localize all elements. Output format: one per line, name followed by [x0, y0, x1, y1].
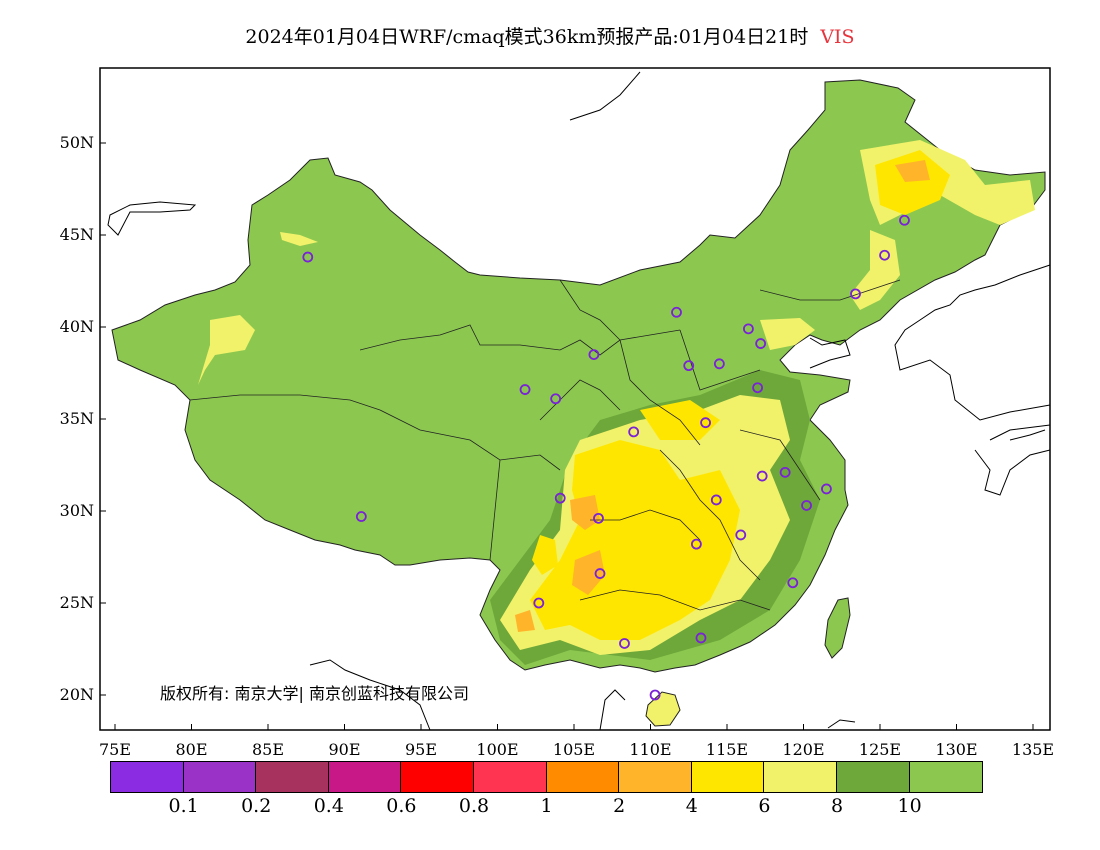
- province-boundaries: [189, 279, 901, 611]
- colorbar-swatch: [111, 762, 184, 792]
- station-marker: [302, 251, 314, 263]
- station-marker: [355, 511, 367, 522]
- station-marker: [554, 492, 566, 504]
- station-marker: [787, 577, 799, 589]
- station-marker: [671, 306, 682, 318]
- colorbar-swatch: [328, 762, 402, 792]
- lat-tick-label: 40N: [59, 317, 94, 336]
- station-markers: [302, 214, 910, 701]
- hainan-island: [645, 691, 681, 727]
- station-marker: [801, 500, 812, 511]
- colorbar-swatch: [183, 762, 257, 792]
- colorbar-swatch: [836, 762, 910, 792]
- station-marker: [519, 384, 531, 395]
- station-marker: [619, 638, 630, 649]
- variable-label: VIS: [820, 26, 855, 48]
- colorbar-swatch: [256, 762, 329, 792]
- colorbar-swatch: [546, 762, 620, 792]
- map-title: 2024年01月04日WRF/cmaq模式36km预报产品:01月04日21时 V…: [0, 22, 1100, 49]
- lat-tick-label: 45N: [59, 225, 94, 244]
- lon-tick-label: 80E: [175, 740, 208, 759]
- lat-tick-label: 25N: [59, 593, 94, 612]
- axis-ticks: [100, 142, 1034, 730]
- station-marker: [628, 426, 640, 438]
- station-marker: [594, 568, 606, 579]
- station-marker: [683, 360, 695, 372]
- station-marker: [779, 466, 791, 478]
- colorbar-label: 2: [613, 795, 626, 817]
- lon-tick-label: 120E: [782, 740, 825, 759]
- lon-tick-label: 105E: [552, 740, 596, 759]
- visibility-fields: [198, 140, 1035, 665]
- lon-tick-label: 85E: [251, 740, 285, 759]
- lon-tick-label: 125E: [858, 740, 902, 759]
- colorbar-swatch: [401, 762, 474, 792]
- station-marker: [593, 512, 604, 524]
- station-marker: [821, 483, 832, 495]
- title-text: 2024年01月04日WRF/cmaq模式36km预报产品:01月04日21时: [245, 26, 809, 48]
- station-marker: [899, 214, 910, 226]
- station-marker: [695, 632, 707, 644]
- station-marker: [533, 597, 545, 609]
- station-marker: [752, 382, 763, 394]
- station-marker: [649, 689, 661, 701]
- colorbar-swatch: [909, 762, 983, 792]
- colorbar-label: 0.2: [241, 795, 272, 817]
- station-marker: [850, 288, 861, 300]
- colorbar-label: 8: [830, 795, 844, 817]
- colorbar-label: 4: [685, 795, 698, 817]
- colorbar-label: 6: [758, 795, 771, 817]
- station-marker: [743, 323, 754, 335]
- taiwan-island: [824, 597, 851, 659]
- colorbar-label: 1: [540, 795, 553, 817]
- station-marker: [756, 470, 768, 482]
- station-marker: [691, 538, 702, 550]
- station-marker: [735, 529, 747, 541]
- station-marker: [710, 494, 722, 506]
- lon-tick-label: 75E: [98, 740, 132, 759]
- station-marker: [755, 338, 767, 349]
- station-marker: [713, 358, 725, 370]
- colorbar: [110, 761, 984, 793]
- lat-tick-label: 50N: [59, 133, 94, 152]
- lon-tick-label: 95E: [404, 740, 438, 759]
- station-marker: [588, 349, 600, 361]
- colorbar-swatch: [619, 762, 692, 792]
- colorbar-swatch: [764, 762, 837, 792]
- station-marker: [550, 393, 562, 405]
- lat-tick-label: 20N: [59, 685, 94, 704]
- colorbar-label: 0.6: [386, 795, 417, 817]
- colorbar-swatch: [473, 762, 547, 792]
- colorbar-label: 0.1: [168, 795, 199, 817]
- copyright-notice: 版权所有: 南京大学| 南京创蓝科技有限公司: [160, 684, 469, 703]
- station-marker: [700, 417, 711, 429]
- colorbar-swatch: [691, 762, 765, 792]
- lon-tick-label: 100E: [476, 740, 519, 759]
- colorbar-label: 0.4: [313, 795, 344, 817]
- station-marker: [879, 249, 890, 261]
- lon-tick-label: 90E: [328, 740, 361, 759]
- colorbar-label: 10: [897, 795, 922, 817]
- lon-tick-label: 135E: [1011, 740, 1055, 759]
- lat-tick-label: 30N: [59, 501, 94, 520]
- colorbar-label: 0.8: [458, 795, 490, 817]
- lat-tick-label: 35N: [59, 409, 94, 428]
- neighbor-coastlines: [107, 71, 1051, 731]
- lon-tick-label: 110E: [629, 740, 672, 759]
- lon-tick-label: 115E: [705, 740, 749, 759]
- lon-tick-label: 130E: [935, 740, 978, 759]
